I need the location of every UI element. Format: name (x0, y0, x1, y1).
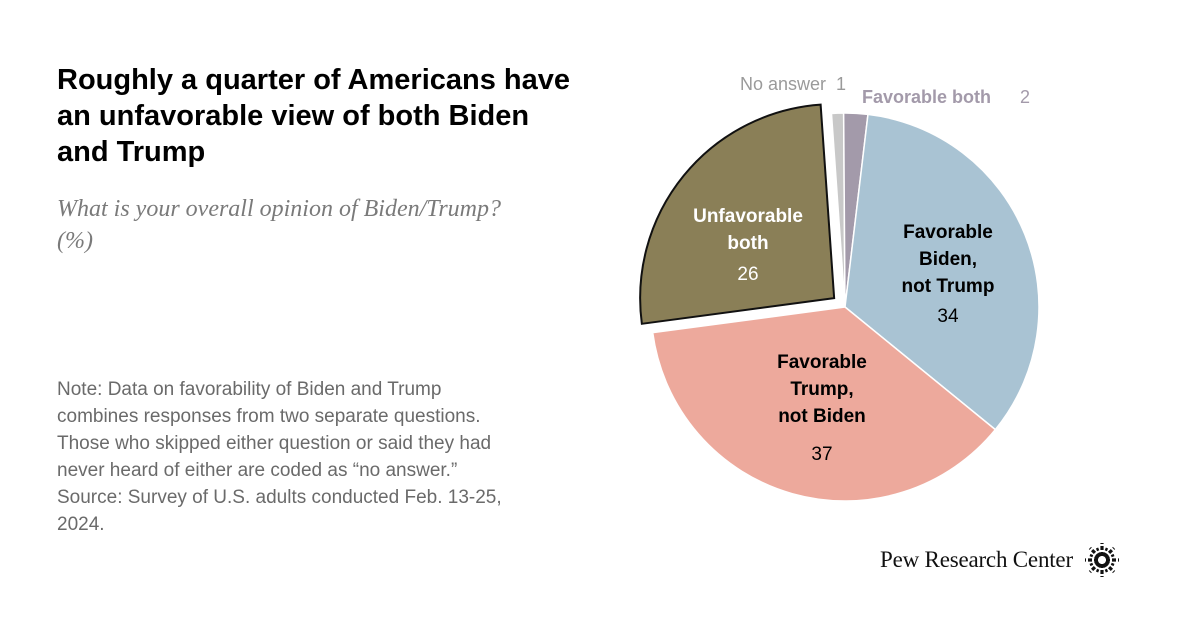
logo-ray (1089, 560, 1099, 567)
slice-label-favorable-biden-not-trump: Biden, (919, 249, 977, 270)
slice-label-favorable-trump-not-biden: not Biden (778, 406, 866, 427)
pie-slice-favorable-trump-not-biden (651, 306, 997, 502)
slice-value-favorable-both: 2 (1020, 87, 1030, 107)
slice-label-unfavorable-both: both (727, 233, 768, 254)
slice-value-favorable-trump-not-biden: 37 (811, 444, 832, 465)
logo-ray (1088, 561, 1101, 574)
logo-ray (1095, 563, 1102, 573)
slice-label-unfavorable-both: Unfavorable (693, 206, 803, 227)
logo-ray (1105, 553, 1115, 560)
chart-subtitle: What is your overall opinion of Biden/Tr… (57, 196, 501, 254)
logo-ray (1103, 546, 1116, 559)
pie-slice-favorable-biden-not-trump (844, 113, 1040, 431)
pie-chart: Favorable Biden, not Trump 34 Favorable Trump… (639, 74, 1040, 502)
slice-label-no-answer: No answer (740, 74, 826, 94)
slice-value-unfavorable-both: 26 (737, 264, 758, 285)
chart-title: Roughly a quarter of Americans have an u… (57, 64, 571, 168)
logo-ray (1095, 547, 1102, 557)
slice-label-favorable-trump-not-biden: Trump, (790, 379, 853, 400)
pew-sunburst-icon (1084, 543, 1119, 577)
logo-ray (1088, 546, 1101, 559)
pew-logo: Pew Research Center (880, 540, 1121, 580)
slice-value-no-answer: 1 (836, 74, 846, 94)
logo-ray (1089, 553, 1099, 560)
slice-label-favorable-both: Favorable both (862, 87, 991, 107)
brand-name: Pew Research Center (880, 547, 1073, 572)
slice-label-favorable-biden-not-trump: not Trump (902, 276, 995, 297)
logo-ray (1103, 561, 1116, 574)
slice-label-favorable-biden-not-trump: Favorable (903, 222, 993, 243)
logo-ray (1105, 560, 1115, 567)
slice-label-favorable-trump-not-biden: Favorable (777, 352, 867, 373)
chart-note: Note: Data on favorability of Biden and … (57, 379, 502, 535)
logo-ray (1102, 563, 1108, 573)
pie-slice-unfavorable-both (639, 103, 836, 325)
slice-value-favorable-biden-not-trump: 34 (937, 306, 959, 327)
logo-ray (1102, 547, 1108, 557)
